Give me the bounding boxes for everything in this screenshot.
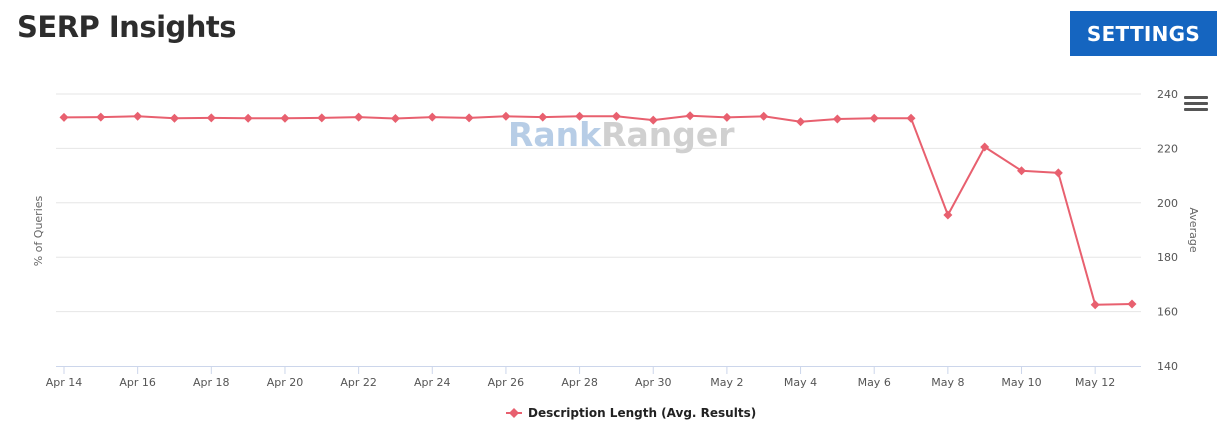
x-tick-label: Apr 26: [488, 376, 525, 389]
grid-lines: [56, 93, 1141, 313]
data-point[interactable]: [501, 111, 511, 121]
data-point[interactable]: [980, 142, 990, 152]
legend[interactable]: Description Length (Avg. Results): [506, 406, 756, 420]
x-tick-label: Apr 30: [635, 376, 672, 389]
legend-label: Description Length (Avg. Results): [528, 406, 756, 420]
data-point[interactable]: [96, 112, 106, 122]
x-tick-label: May 6: [858, 376, 891, 389]
x-tick-label: May 4: [784, 376, 817, 389]
x-tick-label: May 2: [710, 376, 743, 389]
x-tick-label: Apr 16: [119, 376, 156, 389]
x-tick-label: May 12: [1075, 376, 1115, 389]
watermark: RankRanger: [508, 115, 735, 154]
y-tick-label: 180: [1157, 251, 1178, 264]
page-title: SERP Insights: [17, 10, 237, 44]
y-tick-label: 200: [1157, 197, 1178, 210]
data-point[interactable]: [1127, 299, 1137, 309]
data-point[interactable]: [1053, 168, 1063, 178]
watermark-rank: Rank: [508, 115, 602, 154]
data-point[interactable]: [390, 113, 400, 123]
series-line: [63, 114, 1133, 306]
x-tick-label: May 10: [1001, 376, 1041, 389]
data-point[interactable]: [317, 113, 327, 123]
x-tick-label: Apr 22: [340, 376, 377, 389]
y-tick-label: 220: [1157, 142, 1178, 155]
y-tick-label: 240: [1157, 88, 1178, 101]
y-tick-label: 140: [1157, 360, 1178, 373]
x-tick-label: Apr 24: [414, 376, 451, 389]
settings-button[interactable]: SETTINGS: [1070, 11, 1217, 56]
data-point[interactable]: [59, 112, 69, 122]
data-point[interactable]: [943, 210, 953, 220]
data-point[interactable]: [133, 111, 143, 121]
x-tick-label: May 8: [931, 376, 964, 389]
series-layer: [59, 111, 1137, 310]
watermark-ranger: Ranger: [601, 115, 735, 154]
data-point[interactable]: [796, 117, 806, 127]
hamburger-menu-icon[interactable]: [1184, 96, 1208, 116]
y-axis-ticks: 140 160 180 200 220 240: [1157, 88, 1178, 373]
data-point[interactable]: [611, 111, 621, 121]
y-axis-title-right: Average: [1187, 207, 1200, 252]
data-point[interactable]: [648, 115, 658, 125]
data-point[interactable]: [832, 114, 842, 124]
data-point[interactable]: [243, 113, 253, 123]
data-point[interactable]: [427, 112, 437, 122]
x-axis-ticks: Apr 14 Apr 16 Apr 18 Apr 20 Apr 22 Apr 24 Apr …: [46, 366, 1115, 389]
data-point[interactable]: [722, 112, 732, 122]
x-tick-label: Apr 28: [561, 376, 598, 389]
data-point[interactable]: [575, 111, 585, 121]
data-point[interactable]: [169, 113, 179, 123]
legend-marker: [509, 408, 519, 418]
data-point[interactable]: [869, 113, 879, 123]
y-axis-title-left: % of Queries: [32, 195, 45, 266]
data-point[interactable]: [464, 113, 474, 123]
x-tick-label: Apr 18: [193, 376, 230, 389]
data-point[interactable]: [685, 111, 695, 121]
data-point[interactable]: [906, 113, 916, 123]
x-tick-label: Apr 20: [267, 376, 304, 389]
data-point[interactable]: [538, 112, 548, 122]
data-point[interactable]: [759, 111, 769, 121]
data-point[interactable]: [1090, 300, 1100, 310]
x-tick-label: Apr 14: [46, 376, 83, 389]
data-point[interactable]: [206, 113, 216, 123]
y-tick-label: 160: [1157, 306, 1178, 319]
data-point[interactable]: [354, 112, 364, 122]
data-point[interactable]: [280, 113, 290, 123]
data-point[interactable]: [1017, 166, 1027, 176]
